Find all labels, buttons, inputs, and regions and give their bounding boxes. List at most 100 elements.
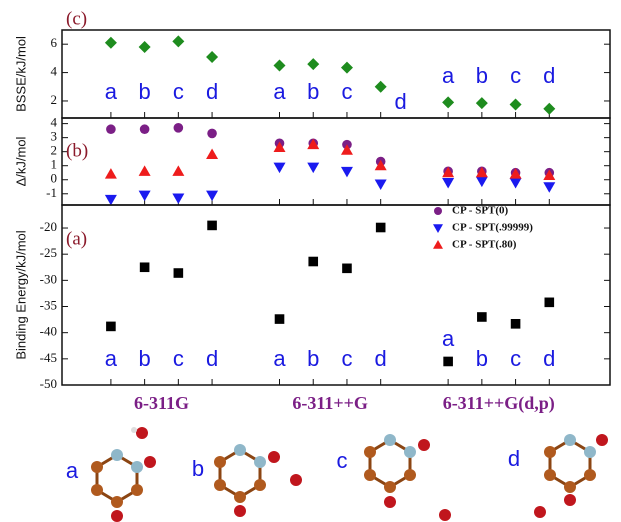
y-tick-label: 1 <box>51 157 58 172</box>
point-label: c <box>510 63 521 88</box>
y-tick-label: -25 <box>40 245 57 260</box>
legend-label: CP - SPT(0) <box>452 205 509 217</box>
data-point <box>274 59 286 71</box>
data-point <box>307 58 319 70</box>
data-point <box>106 124 116 134</box>
legend-marker <box>433 240 443 249</box>
data-point <box>207 221 217 231</box>
data-point <box>341 62 353 74</box>
point-label: b <box>307 346 319 371</box>
data-point <box>105 37 117 49</box>
molecule-d <box>534 434 608 518</box>
point-label: a <box>273 346 286 371</box>
y-tick-label: -40 <box>40 324 57 339</box>
point-label: c <box>173 79 184 104</box>
point-label: b <box>307 79 319 104</box>
data-point <box>308 257 318 267</box>
data-point <box>275 314 285 324</box>
point-label: a <box>442 326 455 351</box>
data-point <box>206 51 218 63</box>
y-tick-label: -35 <box>40 297 57 312</box>
figure: a b c d 246BSSE/kJ/mol(c)abcdabcdabcd-10… <box>0 0 621 522</box>
data-point <box>140 262 150 272</box>
y-tick-label: 3 <box>51 129 58 144</box>
y-tick-label: 2 <box>51 92 58 107</box>
data-point <box>510 99 522 111</box>
point-label: a <box>442 63 455 88</box>
panel-tag: (c) <box>66 8 87 29</box>
y-axis-label: BSSE/kJ/mol <box>13 36 28 112</box>
point-label: c <box>341 346 352 371</box>
data-point <box>544 298 554 308</box>
y-tick-label: 2 <box>51 143 58 158</box>
data-point <box>105 195 117 206</box>
data-point <box>174 268 184 278</box>
y-tick-label: 0 <box>51 171 58 186</box>
panel-tag: (b) <box>66 140 88 161</box>
legend-marker <box>434 207 442 215</box>
point-label: c <box>341 79 352 104</box>
point-label: c <box>173 346 184 371</box>
data-point <box>307 163 319 174</box>
y-tick-label: -45 <box>40 350 57 365</box>
y-tick-label: 4 <box>51 64 58 79</box>
data-point <box>543 103 555 115</box>
point-label: a <box>273 79 286 104</box>
point-label: a <box>105 346 118 371</box>
structure-label: a <box>66 458 79 483</box>
point-label: d <box>543 346 555 371</box>
structure-label: c <box>337 448 348 473</box>
point-label: c <box>510 346 521 371</box>
data-point <box>274 163 286 174</box>
y-axis-label: Binding Energy/kJ/mol <box>13 230 28 359</box>
data-point <box>376 223 386 233</box>
data-point <box>172 35 184 47</box>
panel-tag: (a) <box>66 228 87 249</box>
data-point <box>105 168 117 179</box>
y-axis-label: Δ/kJ/mol <box>13 136 28 186</box>
structure-label: d <box>508 446 520 471</box>
data-point <box>140 124 150 134</box>
data-point <box>543 182 555 193</box>
y-tick-label: -50 <box>40 376 57 391</box>
point-label: d <box>543 63 555 88</box>
data-point <box>510 178 522 189</box>
data-point <box>172 193 184 204</box>
point-label: d <box>395 89 407 114</box>
legend-marker <box>433 224 443 233</box>
point-label: b <box>138 346 150 371</box>
data-point <box>172 165 184 176</box>
point-label: b <box>476 346 488 371</box>
point-label: d <box>375 346 387 371</box>
data-point <box>442 178 454 189</box>
molecule-c <box>364 434 451 521</box>
y-tick-label: 6 <box>51 35 58 50</box>
point-label: d <box>206 79 218 104</box>
data-point <box>342 264 352 274</box>
point-label: b <box>138 79 150 104</box>
y-tick-label: -30 <box>40 271 57 286</box>
data-point <box>207 129 217 139</box>
data-point <box>511 319 521 329</box>
structure-label: b <box>192 456 204 481</box>
molecule-b <box>214 444 302 517</box>
data-point <box>174 123 184 133</box>
molecules <box>91 427 608 522</box>
data-point <box>139 191 151 202</box>
data-point <box>477 312 487 322</box>
group-label: 6-311G <box>134 393 189 413</box>
data-point <box>375 179 387 190</box>
point-label: d <box>206 346 218 371</box>
group-label: 6-311++G <box>292 393 368 413</box>
point-label: b <box>476 63 488 88</box>
data-point <box>442 96 454 108</box>
data-point <box>476 97 488 109</box>
data-point <box>341 167 353 178</box>
data-point <box>443 357 453 367</box>
point-label: a <box>105 79 118 104</box>
data-point <box>476 177 488 188</box>
molecule-a <box>91 427 156 522</box>
data-point <box>206 148 218 159</box>
group-label: 6-311++G(d,p) <box>443 393 555 414</box>
legend-label: CP - SPT(.99999) <box>452 222 533 234</box>
